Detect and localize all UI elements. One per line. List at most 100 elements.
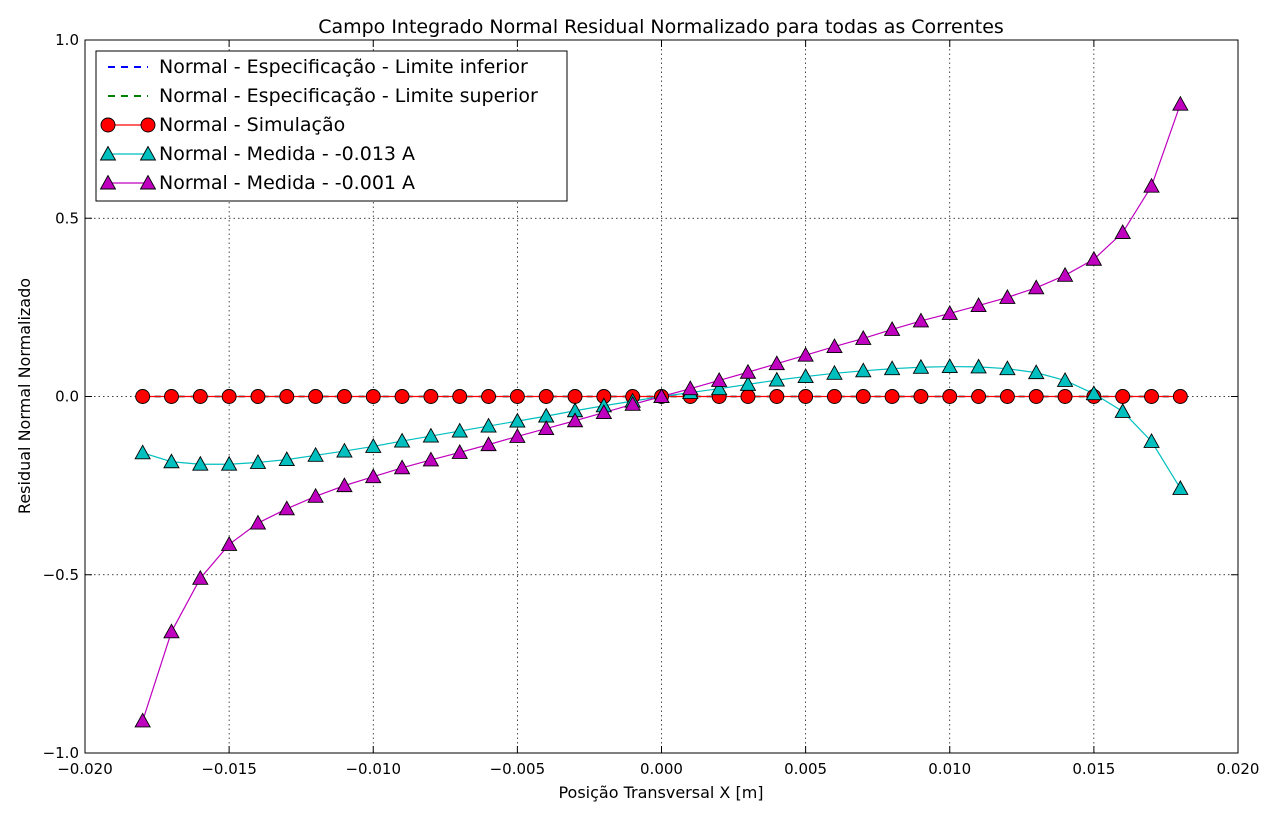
legend-swatch-marker (140, 117, 156, 133)
series-2-point (135, 389, 151, 404)
x-tick-label: 0.020 (1217, 760, 1260, 778)
series-4-point (653, 388, 670, 403)
legend-label: Normal - Especificação - Limite inferior (159, 56, 528, 78)
series-3-point (163, 453, 180, 469)
series-2-point (365, 389, 381, 404)
series-3-point (970, 358, 987, 374)
series-3-point (192, 455, 209, 471)
legend-label: Normal - Especificação - Limite superior (159, 85, 538, 107)
series-markers (134, 95, 1189, 728)
series-2-point (1115, 389, 1131, 404)
series-2-point (538, 389, 554, 404)
series-4-point (1085, 250, 1103, 266)
series-3-point (1056, 372, 1074, 387)
series-4-point (595, 404, 613, 419)
series-4-point (1027, 279, 1045, 295)
series-2-point (279, 389, 295, 404)
legend-box (95, 50, 568, 202)
series-4-point (682, 380, 699, 396)
series-4-point (192, 569, 209, 585)
series-2-point (1028, 389, 1044, 404)
legend-swatch-marker (100, 117, 116, 133)
series-4-point (941, 305, 959, 320)
series-3-point (883, 360, 901, 376)
series-2-point (884, 389, 900, 404)
series-4-point (768, 355, 786, 371)
series-4-point (912, 312, 930, 328)
x-axis-label: Posição Transversal X [m] (558, 783, 763, 802)
series-3-point (768, 371, 786, 387)
series-2-point (740, 389, 756, 404)
series-4-point (999, 288, 1016, 304)
x-tick-label: −0.020 (57, 760, 113, 778)
series-2-point (913, 389, 929, 404)
series-2-point (769, 389, 785, 404)
series-4-point (855, 329, 872, 345)
series-4-point (393, 459, 411, 475)
series-2-point (423, 389, 439, 404)
legend-label: Normal - Medida - -0.013 A (159, 143, 415, 165)
series-3-point (999, 360, 1016, 376)
series-3-point (364, 437, 382, 453)
series-3-point (1114, 403, 1131, 418)
series-4-point (1056, 266, 1074, 282)
series-3-point (336, 442, 353, 458)
y-tick-label: −1.0 (43, 744, 79, 762)
legend-swatch-marker (139, 145, 157, 161)
legend-swatch-marker (139, 174, 157, 190)
series-2-point (452, 389, 468, 404)
series-3-point (393, 432, 411, 448)
x-tick-label: 0.015 (1072, 760, 1115, 778)
series-4-point (970, 297, 987, 313)
series-4-point (797, 346, 814, 362)
series-3-point (826, 364, 843, 380)
series-4-point (249, 514, 267, 530)
legend-swatch-marker (99, 174, 117, 190)
series-3-point (480, 417, 497, 433)
series-3-point (1027, 364, 1045, 380)
series-2-point (164, 389, 179, 404)
series-3-point (220, 455, 238, 471)
series-2-point (1172, 389, 1188, 404)
series-3-point (134, 444, 151, 460)
x-tick-label: 0.005 (784, 760, 827, 778)
axis-ticks: −0.020 −0.015 −0.010 −0.005 0.000 0.005 0.010 0… (43, 31, 1260, 778)
series-4-point (278, 500, 296, 516)
series-2-point (250, 389, 266, 404)
series-4-point (883, 321, 901, 336)
x-tick-label: −0.005 (490, 760, 546, 778)
y-tick-label: −0.5 (43, 566, 79, 584)
series-2-point (855, 389, 871, 404)
series-4-point (163, 623, 180, 639)
series-4-point (537, 420, 555, 436)
legend-swatch-marker (99, 145, 117, 161)
series-4-point (624, 395, 641, 411)
series-2-point (336, 389, 352, 404)
series-4-point (566, 412, 584, 428)
series-2-point (192, 389, 208, 404)
series-4-point (509, 428, 526, 443)
series-4-point (336, 477, 353, 493)
series-4-point (1172, 95, 1189, 111)
series-4-point (422, 451, 440, 467)
series-3-point (249, 454, 267, 469)
series-3-point (451, 422, 468, 438)
series-3-point (710, 380, 728, 396)
series-3-point (509, 412, 526, 428)
series-3-point (739, 375, 757, 391)
x-tick-label: −0.010 (345, 760, 401, 778)
series-2-point (509, 389, 525, 404)
series-2-point (481, 389, 496, 404)
chart-title: Campo Integrado Normal Residual Normaliz… (318, 16, 1004, 38)
y-axis-label: Residual Normal Normalizado (15, 278, 34, 514)
series-3-point (307, 446, 324, 462)
series-3-point (855, 362, 872, 378)
x-tick-label: 0.010 (928, 760, 971, 778)
series-3-point (912, 358, 930, 374)
series-2-point (971, 389, 987, 404)
series-2-point (567, 389, 583, 404)
series-2-point (394, 389, 410, 404)
series-2-point (308, 389, 324, 404)
legend: Normal - Especificação - Limite inferior… (95, 50, 568, 202)
